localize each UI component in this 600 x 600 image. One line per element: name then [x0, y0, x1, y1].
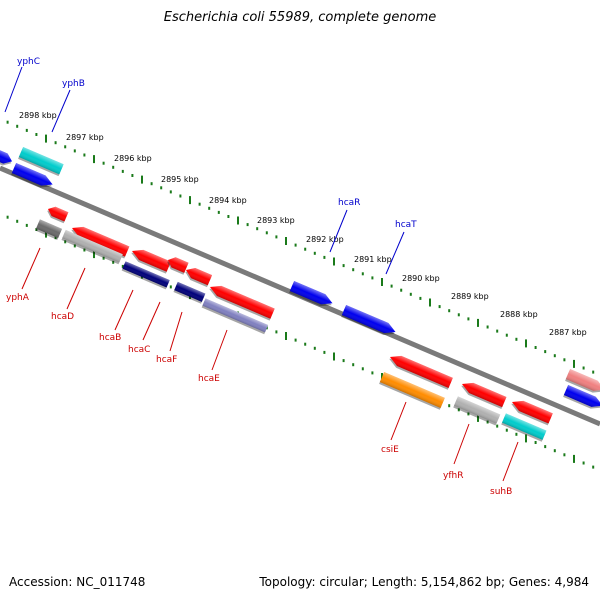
- genome-backbone: [0, 165, 600, 427]
- kbp-label: 2890 kbp: [402, 274, 440, 283]
- gene-arrow-shade: [563, 384, 600, 407]
- gene-arrow-shade: [379, 371, 445, 408]
- kbp-label: 2893 kbp: [257, 216, 295, 225]
- gene-label-suhB: suhB: [490, 487, 512, 497]
- gene-arrow: [121, 261, 170, 290]
- gene-arrow: [565, 368, 600, 393]
- gene-arrow: [131, 249, 171, 274]
- gene-arrow-shade: [72, 226, 130, 257]
- gene-arrow: [0, 146, 13, 166]
- label-leader: [142, 301, 161, 341]
- gene-arrow-shade: [454, 396, 501, 424]
- gene-arrow: [501, 413, 547, 442]
- kbp-label: 2897 kbp: [66, 133, 104, 142]
- label-leader: [385, 231, 405, 275]
- accession-text: Accession: NC_011748: [9, 575, 146, 589]
- label-leader: [211, 329, 228, 371]
- upper-tick-track: [6, 120, 595, 374]
- map-title: Escherichia coli 55989, complete genome: [163, 10, 437, 25]
- reverse-gene-labels: yphA hcaD hcaB hcaC hcaF hcaE csiE yfhR …: [6, 247, 519, 497]
- gene-label-hcaT: hcaT: [395, 220, 417, 230]
- gene-label-yphB: yphB: [62, 79, 85, 89]
- label-leader: [390, 401, 407, 441]
- label-leader: [453, 423, 470, 465]
- genome-summary-text: Topology: circular; Length: 5,154,862 bp…: [259, 575, 589, 589]
- gene-arrow-shade: [11, 162, 53, 186]
- gene-arrow: [11, 162, 53, 188]
- gene-features: [0, 146, 600, 442]
- gene-arrow: [209, 285, 275, 321]
- gene-arrow-shade: [186, 268, 213, 286]
- gene-arrow-shade: [168, 257, 189, 273]
- gene-label-yphC: yphC: [17, 57, 40, 67]
- gene-label-hcaR: hcaR: [338, 198, 360, 208]
- gene-arrow-shade: [18, 146, 64, 175]
- kbp-label: 2891 kbp: [354, 255, 392, 264]
- gene-arrow: [18, 146, 64, 177]
- kbp-label: 2888 kbp: [500, 310, 538, 319]
- gene-label-hcaD: hcaD: [51, 312, 74, 322]
- gene-arrow-shade: [62, 229, 123, 263]
- kbp-label: 2896 kbp: [114, 154, 152, 163]
- label-leader: [169, 311, 183, 352]
- gene-arrow-shade: [132, 249, 171, 272]
- gene-arrow: [389, 355, 453, 390]
- gene-label-yphA: yphA: [6, 293, 30, 303]
- gene-arrow: [563, 384, 600, 409]
- scale-labels: 2898 kbp 2897 kbp 2896 kbp 2895 kbp 2894…: [19, 111, 587, 337]
- gene-arrow-shade: [48, 206, 69, 222]
- gene-arrow: [47, 206, 69, 224]
- gene-arrow-shade: [202, 298, 269, 333]
- gene-label-hcaE: hcaE: [198, 374, 220, 384]
- gene-arrow: [185, 268, 213, 288]
- kbp-label: 2887 kbp: [549, 328, 587, 337]
- label-leader: [114, 289, 134, 331]
- gene-label-hcaB: hcaB: [99, 333, 121, 343]
- label-leader: [21, 247, 41, 290]
- gene-arrow: [61, 229, 123, 265]
- gene-arrow: [167, 257, 189, 275]
- gene-label-hcaF: hcaF: [156, 355, 177, 365]
- gene-arrow: [341, 304, 396, 335]
- gene-arrow-shade: [512, 400, 553, 424]
- gene-arrow-shade: [565, 368, 600, 391]
- gene-arrow-shade: [390, 355, 453, 388]
- gene-arrow-shade: [0, 146, 13, 164]
- gene-arrow: [201, 298, 269, 335]
- kbp-label: 2898 kbp: [19, 111, 57, 120]
- gene-arrow: [35, 219, 63, 240]
- kbp-label: 2892 kbp: [306, 235, 344, 244]
- label-leader: [4, 66, 23, 113]
- label-leader: [66, 267, 86, 310]
- gene-label-yfhR: yfhR: [443, 471, 463, 481]
- kbp-label: 2894 kbp: [209, 196, 247, 205]
- gene-arrow: [461, 382, 507, 409]
- gene-arrow-shade: [341, 304, 396, 334]
- gene-arrow-shade: [289, 280, 333, 305]
- gene-label-csiE: csiE: [381, 445, 399, 455]
- label-leader: [502, 441, 519, 482]
- gene-arrow-shade: [462, 382, 507, 408]
- gene-arrow-shade: [210, 285, 275, 319]
- gene-arrow: [453, 396, 501, 426]
- gene-arrow-shade: [502, 413, 547, 440]
- gene-label-hcaC: hcaC: [128, 345, 150, 355]
- label-leader: [329, 209, 348, 253]
- gene-arrow-shade: [174, 281, 206, 302]
- gene-arrow-shade: [36, 219, 63, 239]
- kbp-label: 2889 kbp: [451, 292, 489, 301]
- gene-arrow: [511, 400, 553, 426]
- label-leader: [51, 89, 71, 133]
- gene-arrow: [379, 371, 445, 410]
- forward-gene-labels: yphC yphB hcaR hcaT: [4, 57, 417, 275]
- gene-arrow: [173, 281, 206, 304]
- kbp-label: 2895 kbp: [161, 175, 199, 184]
- gene-arrow: [289, 280, 333, 307]
- gene-arrow-shade: [122, 261, 170, 288]
